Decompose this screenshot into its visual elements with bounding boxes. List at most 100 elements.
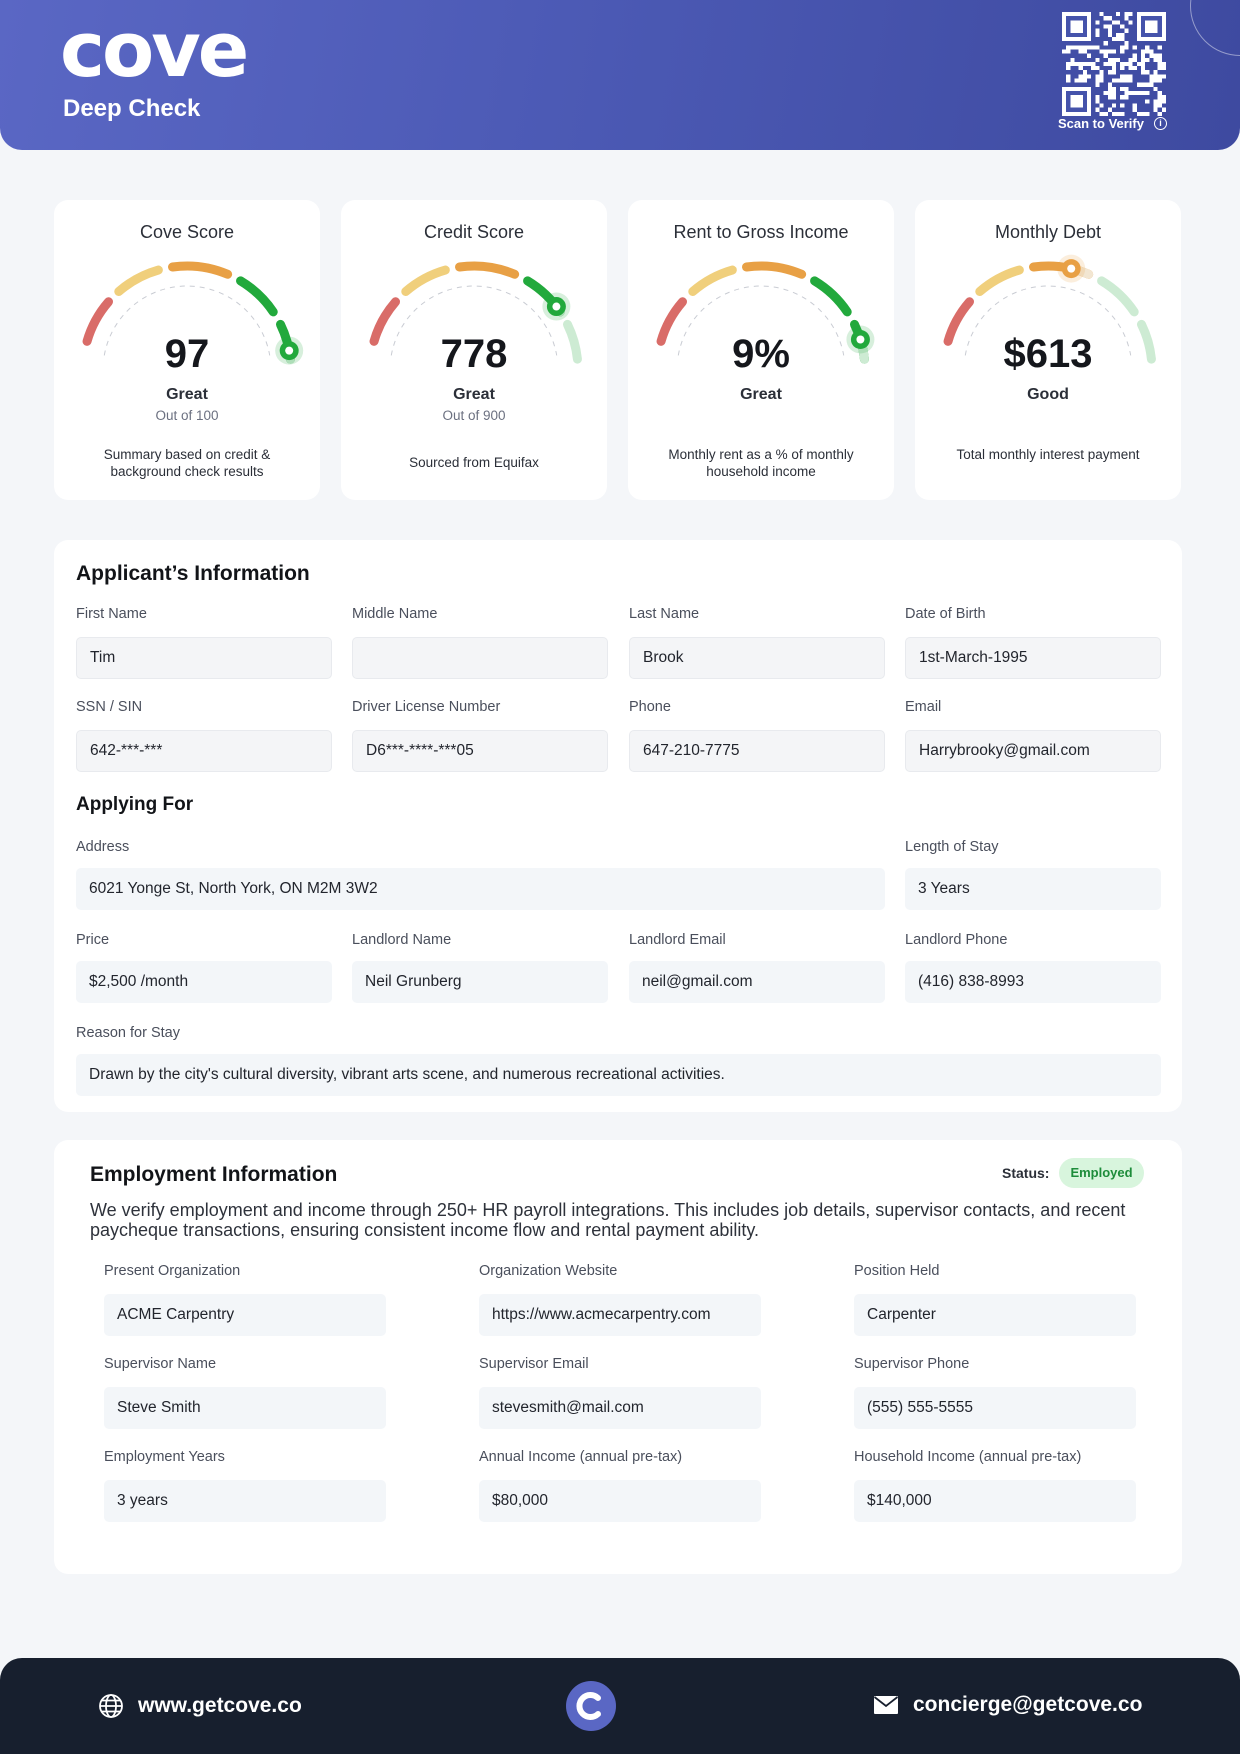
household-income-field[interactable]: $140,000 — [854, 1480, 1136, 1522]
household-income-label: Household Income (annual pre-tax) — [854, 1449, 1082, 1465]
supervisor-email-field[interactable]: stevesmith@mail.com — [479, 1387, 761, 1429]
card-title: Cove Score — [139, 222, 235, 242]
organization-field[interactable]: ACME Carpentry — [104, 1294, 386, 1336]
gauge-segment-4 — [1136, 319, 1156, 364]
cove-logo: cove — [60, 5, 249, 94]
card-description: Summary based on credit & background che… — [103, 447, 271, 479]
reason-field[interactable]: Drawn by the city's cultural diversity, … — [76, 1054, 1161, 1096]
cove-footer-logo — [566, 1681, 616, 1731]
gauge-chart — [943, 254, 1156, 364]
gauge-marker-dot — [856, 335, 865, 344]
landlord-phone-label: Landlord Phone — [905, 932, 1008, 948]
license-label: Driver License Number — [352, 699, 501, 715]
license-field[interactable]: D6***-****-***05 — [352, 730, 608, 772]
score-card-credit: Credit Score 778 Great Out of 900 Source… — [341, 200, 607, 500]
gauge-segment-3 — [236, 276, 278, 317]
score-card-rent-income: Rent to Gross Income 9% Great Monthly re… — [628, 200, 894, 500]
gauge-segment-2 — [455, 261, 520, 279]
card-description: Monthly rent as a % of monthly household… — [668, 447, 854, 479]
employment-years-label: Employment Years — [104, 1449, 225, 1465]
gauge-inner-track — [390, 285, 558, 356]
card-title: Credit Score — [423, 222, 525, 242]
first-name-field[interactable]: Tim — [76, 637, 332, 679]
card-title: Monthly Debt — [994, 222, 1102, 242]
supervisor-name-field[interactable]: Steve Smith — [104, 1387, 386, 1429]
supervisor-phone-label: Supervisor Phone — [854, 1356, 970, 1372]
gauge-scale: Out of 100 — [155, 408, 219, 423]
middle-name-field[interactable] — [352, 637, 608, 679]
gauge-inner-track — [103, 285, 271, 356]
phone-field[interactable]: 647-210-7775 — [629, 730, 885, 772]
qr-code-icon[interactable] — [1062, 12, 1166, 116]
dob-field[interactable]: 1st-March-1995 — [905, 637, 1161, 679]
gauge-marker-dot — [285, 346, 294, 355]
gauge-rating: Good — [1027, 386, 1069, 403]
landlord-email-field[interactable]: neil@gmail.com — [629, 961, 885, 1003]
org-website-label: Organization Website — [479, 1263, 618, 1279]
employment-description: We verify employment and income through … — [90, 1200, 1126, 1240]
last-name-label: Last Name — [629, 606, 700, 622]
landlord-name-field[interactable]: Neil Grunberg — [352, 961, 608, 1003]
length-of-stay-field[interactable]: 3 Years — [905, 868, 1161, 910]
last-name-field[interactable]: Brook — [629, 637, 885, 679]
website-link[interactable]: www.getcove.co — [98, 1693, 302, 1719]
info-icon[interactable]: i — [1153, 117, 1167, 130]
decorative-ring — [1190, 0, 1240, 56]
gauge-value: 97 — [164, 332, 210, 376]
ssn-label: SSN / SIN — [76, 699, 143, 715]
reason-label: Reason for Stay — [76, 1025, 180, 1041]
scan-to-verify[interactable]: Scan to Verify i — [1058, 116, 1167, 131]
landlord-email-label: Landlord Email — [629, 932, 726, 948]
website-text: www.getcove.co — [138, 1694, 302, 1717]
gauge-scale: Out of 900 — [442, 408, 506, 423]
position-label: Position Held — [854, 1263, 940, 1279]
length-of-stay-label: Length of Stay — [905, 839, 999, 855]
email-field[interactable]: Harrybrooky@gmail.com — [905, 730, 1161, 772]
supervisor-phone-field[interactable]: (555) 555-5555 — [854, 1387, 1136, 1429]
email-text: concierge@getcove.co — [913, 1693, 1143, 1716]
applicant-section-title: Applicant’s Information — [76, 562, 310, 585]
report-subtitle: Deep Check — [63, 95, 201, 122]
price-field[interactable]: $2,500 /month — [76, 961, 332, 1003]
email-label: Email — [905, 699, 942, 715]
gauge-chart — [656, 261, 875, 364]
page-footer: www.getcove.co concierge@getcove.co — [0, 1658, 1240, 1754]
gauge-value: 778 — [440, 332, 508, 376]
gauge-segment-0 — [656, 297, 688, 346]
gauge-rating: Great — [740, 386, 782, 403]
card-description: Total monthly interest payment — [956, 447, 1140, 462]
gauge-segment-1 — [114, 265, 163, 297]
gauge-segment-0 — [82, 297, 114, 346]
gauge-segment-1 — [401, 265, 450, 297]
applying-section-title: Applying For — [76, 794, 194, 815]
gauge-segment-3 — [810, 276, 852, 317]
gauge-rating: Great — [166, 386, 208, 403]
middle-name-label: Middle Name — [352, 606, 438, 622]
gauge-segment-3 — [1097, 276, 1139, 317]
applicant-panel: Applicant’s Information First Name Tim M… — [54, 540, 1182, 1112]
score-card-cove: Cove Score 97 Great Out of 100 Summary b… — [54, 200, 320, 500]
employment-years-field[interactable]: 3 years — [104, 1480, 386, 1522]
first-name-label: First Name — [76, 606, 147, 622]
gauge-segment-4 — [562, 319, 582, 364]
address-label: Address — [76, 839, 130, 855]
globe-icon — [99, 1694, 123, 1718]
org-website-field[interactable]: https://www.acmecarpentry.com — [479, 1294, 761, 1336]
gauge-segment-1 — [688, 265, 737, 297]
address-field[interactable]: 6021 Yonge St, North York, ON M2M 3W2 — [76, 868, 885, 910]
ssn-field[interactable]: 642-***-*** — [76, 730, 332, 772]
gauge-value: $613 — [1003, 332, 1093, 376]
gauge-inner-track — [677, 285, 845, 356]
scan-to-verify-label: Scan to Verify — [1058, 116, 1144, 131]
gauge-value: 9% — [732, 332, 790, 376]
gauge-segment-2 — [742, 261, 807, 279]
email-link[interactable]: concierge@getcove.co — [873, 1693, 1142, 1717]
score-card-monthly-debt: Monthly Debt $613 Good Total monthly int… — [915, 200, 1181, 500]
annual-income-field[interactable]: $80,000 — [479, 1480, 761, 1522]
landlord-phone-field[interactable]: (416) 838-8993 — [905, 961, 1161, 1003]
gauge-segment-0 — [369, 297, 401, 346]
position-field[interactable]: Carpenter — [854, 1294, 1136, 1336]
status-badge: Employed — [1059, 1158, 1144, 1188]
supervisor-email-label: Supervisor Email — [479, 1356, 589, 1372]
gauge-chart — [369, 261, 582, 364]
